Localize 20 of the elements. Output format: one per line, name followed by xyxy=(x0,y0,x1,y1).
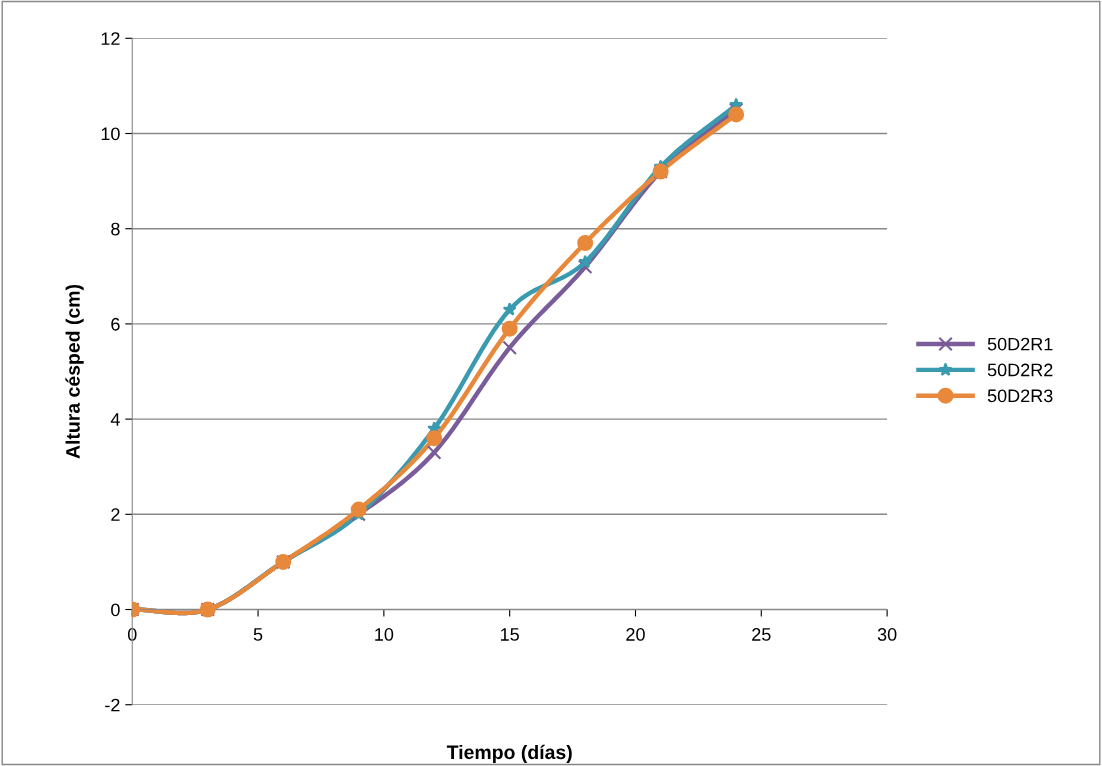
legend-label: 50D2R1 xyxy=(987,337,1053,351)
x-tick-label: 5 xyxy=(253,628,263,641)
y-tick-label: 12 xyxy=(101,32,120,45)
y-tick-label: 2 xyxy=(111,508,120,521)
y-tick-label: 4 xyxy=(110,413,120,426)
x-axis-title: Tiempo (días) xyxy=(446,744,572,763)
x-tick-label: 15 xyxy=(501,628,519,641)
x-tick-label: 20 xyxy=(626,628,645,641)
y-tick-label: 10 xyxy=(101,127,120,141)
y-tick-label: 0 xyxy=(111,603,120,617)
y-tick-label: 8 xyxy=(111,222,120,236)
y-tick-label: -2 xyxy=(105,698,120,712)
y-axis-title: Altura césped (cm) xyxy=(65,284,84,459)
legend-label: 50D2R2 xyxy=(987,363,1053,377)
x-tick-label: 10 xyxy=(375,628,394,641)
x-tick-label: 25 xyxy=(752,628,771,641)
legend-label: 50D2R3 xyxy=(987,389,1053,403)
x-tick-label: 30 xyxy=(877,628,897,641)
y-tick-label: 6 xyxy=(111,317,120,331)
x-tick-label: 0 xyxy=(127,628,137,641)
